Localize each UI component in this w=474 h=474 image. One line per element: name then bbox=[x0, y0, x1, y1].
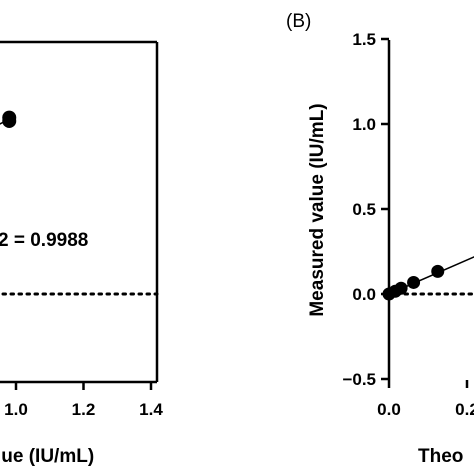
panel-a-x-tick-label: 1.4 bbox=[139, 400, 163, 419]
panel-a-x-ticks: 1.0 1.2 1.4 bbox=[4, 382, 163, 419]
panel-a-points bbox=[2, 110, 17, 128]
panel-b-data-point bbox=[394, 281, 408, 295]
panel-b-data-point bbox=[431, 264, 445, 278]
panel-b-points bbox=[382, 264, 445, 301]
panel-b-y-tick-label: −0.5 bbox=[342, 370, 376, 389]
panel-a-data-point bbox=[2, 113, 17, 128]
panel-b-y-tick-label: 1.0 bbox=[352, 115, 376, 134]
panel-a-x-tick-label: 1.0 bbox=[4, 400, 28, 419]
panel-b-y-tick-label: 0.0 bbox=[352, 285, 376, 304]
panel-a-x-tick-label: 1.2 bbox=[72, 400, 96, 419]
panel-b-x-tick-label: 0.0 bbox=[377, 400, 401, 419]
panel-a-r2-annotation: 2 = 0.9988 bbox=[0, 230, 88, 251]
panel-b-x-tick-label: 0.2 bbox=[455, 400, 474, 419]
panel-b: (B) 1.51.00.50.0−0.5 0.00.2 Measured val… bbox=[286, 11, 474, 467]
panel-a: 1.0 1.2 1.4 2 = 0.9988 lue (IU/mL) bbox=[0, 40, 163, 467]
panel-b-x-axis-title: Theo bbox=[418, 446, 463, 467]
panel-b-y-ticks: 1.5 1.0 0.5 0.0 −0.5 bbox=[342, 30, 389, 389]
panel-b-label: (B) bbox=[286, 11, 311, 32]
panel-b-y-tick-label: 0.5 bbox=[352, 200, 376, 219]
panel-b-y-axis-title: Measured value (IU/mL) bbox=[307, 103, 328, 316]
panel-b-y-tick-label: 1.5 bbox=[352, 30, 376, 49]
panel-b-x-ticks: 0.0 0.2 bbox=[377, 380, 474, 419]
panel-b-data-point bbox=[407, 275, 421, 289]
panel-a-x-axis-title: lue (IU/mL) bbox=[0, 446, 94, 467]
